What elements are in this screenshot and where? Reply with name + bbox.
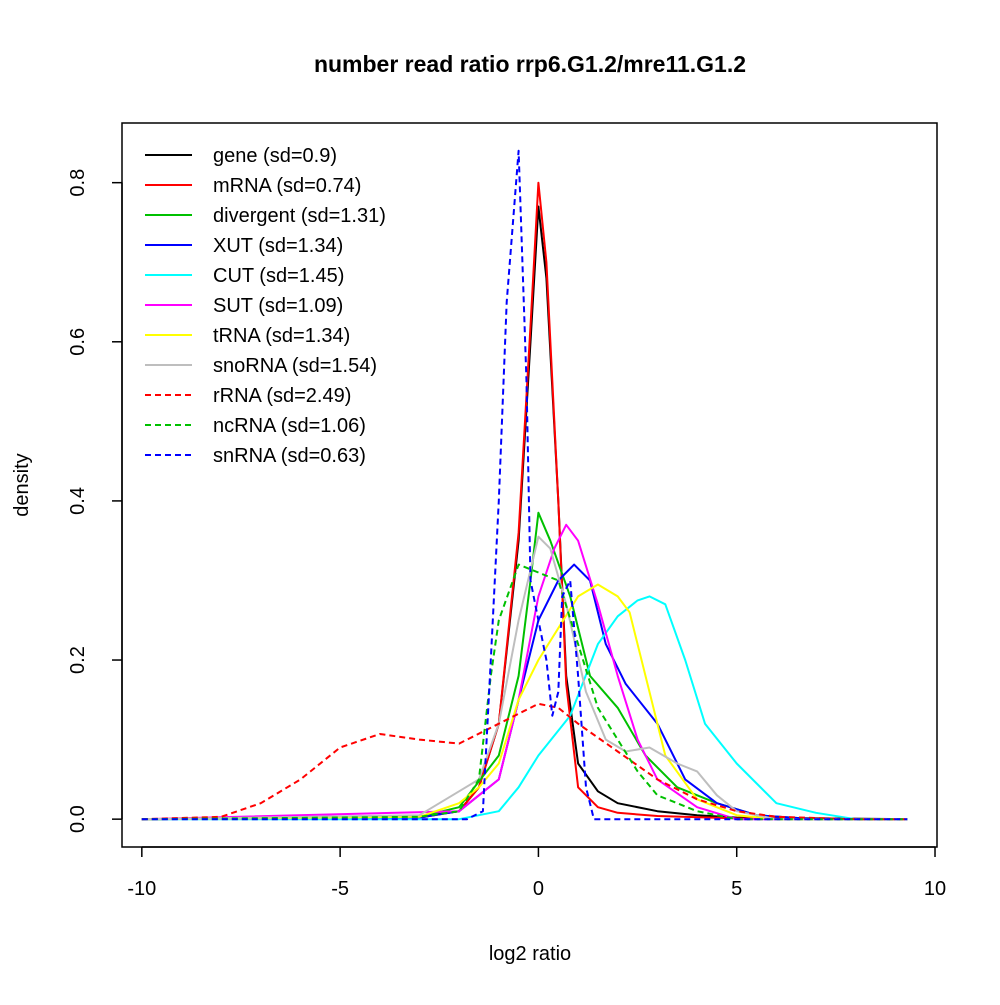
x-tick-label: -10 <box>127 878 156 900</box>
density-curve <box>141 583 908 821</box>
density-curve <box>141 563 908 821</box>
x-tick-label: 10 <box>924 878 946 900</box>
density-curve <box>141 595 908 821</box>
legend-label: snoRNA (sd=1.54) <box>213 355 377 377</box>
density-curve <box>141 149 908 821</box>
legend-label: ncRNA (sd=1.06) <box>213 415 366 437</box>
legend-label: mRNA (sd=0.74) <box>213 175 361 197</box>
legend-label: SUT (sd=1.09) <box>213 295 343 317</box>
y-tick-label: 0.0 <box>67 805 89 833</box>
legend-label: rRNA (sd=2.49) <box>213 385 351 407</box>
legend-label: XUT (sd=1.34) <box>213 235 343 257</box>
y-tick-label: 0.6 <box>67 328 89 356</box>
legend-label: CUT (sd=1.45) <box>213 265 344 287</box>
y-tick-label: 0.8 <box>67 169 89 197</box>
x-tick-label: -5 <box>331 878 349 900</box>
legend-label: gene (sd=0.9) <box>213 145 337 167</box>
x-tick-label: 0 <box>533 878 544 900</box>
density-curve <box>141 702 908 821</box>
chart-title: number read ratio rrp6.G1.2/mre11.G1.2 <box>314 51 746 77</box>
legend-label: snRNA (sd=0.63) <box>213 445 366 467</box>
legend-label: divergent (sd=1.31) <box>213 205 386 227</box>
y-axis-label: density <box>11 453 33 516</box>
x-axis-label: log2 ratio <box>489 943 571 965</box>
plot-frame <box>121 122 938 848</box>
density-curve <box>141 181 908 821</box>
legend-label: tRNA (sd=1.34) <box>213 325 350 347</box>
density-curve <box>141 523 908 821</box>
y-tick-label: 0.4 <box>67 487 89 515</box>
x-tick-label: 5 <box>731 878 742 900</box>
density-curve <box>141 563 908 821</box>
y-tick-label: 0.2 <box>67 646 89 674</box>
